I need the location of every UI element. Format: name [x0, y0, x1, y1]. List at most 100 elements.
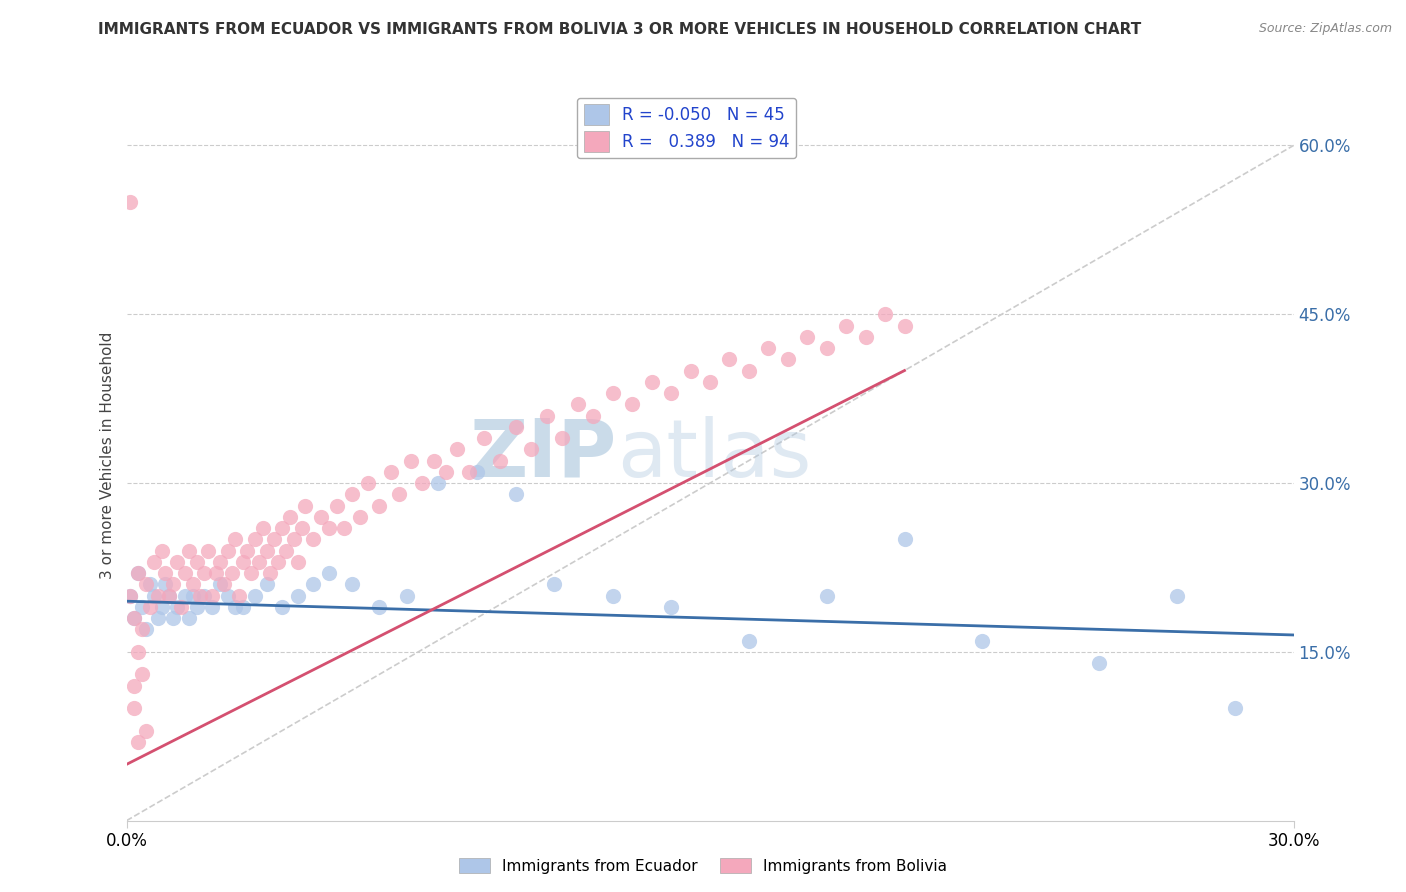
Point — [127, 566, 149, 580]
Point — [536, 409, 558, 423]
Point — [489, 453, 512, 467]
Text: Source: ZipAtlas.com: Source: ZipAtlas.com — [1258, 22, 1392, 36]
Point — [146, 611, 169, 625]
Point — [124, 611, 146, 625]
Point — [217, 543, 239, 558]
Point — [302, 533, 325, 547]
Point — [318, 521, 340, 535]
Point — [243, 533, 266, 547]
Point — [208, 555, 231, 569]
Point — [212, 577, 235, 591]
Point — [679, 363, 702, 377]
Point — [135, 577, 157, 591]
Point — [893, 318, 915, 333]
Point — [602, 386, 624, 401]
Point — [142, 555, 165, 569]
Point — [1088, 656, 1111, 670]
Point — [127, 735, 149, 749]
Point — [815, 589, 838, 603]
Point — [520, 442, 543, 457]
Point — [139, 599, 162, 614]
Point — [201, 589, 224, 603]
Point — [294, 499, 316, 513]
Y-axis label: 3 or more Vehicles in Household: 3 or more Vehicles in Household — [100, 331, 115, 579]
Point — [256, 577, 278, 591]
Point — [357, 476, 380, 491]
Point — [325, 499, 347, 513]
Point — [423, 453, 446, 467]
Point — [186, 555, 208, 569]
Point — [197, 543, 219, 558]
Point — [699, 375, 721, 389]
Point — [411, 476, 433, 491]
Point — [368, 599, 391, 614]
Point — [267, 555, 290, 569]
Point — [602, 589, 624, 603]
Point — [582, 409, 605, 423]
Text: atlas: atlas — [617, 416, 811, 494]
Point — [287, 555, 309, 569]
Point — [835, 318, 858, 333]
Point — [380, 465, 402, 479]
Point — [256, 543, 278, 558]
Point — [543, 577, 565, 591]
Point — [457, 465, 479, 479]
Point — [127, 566, 149, 580]
Point — [224, 599, 246, 614]
Point — [259, 566, 281, 580]
Point — [124, 701, 146, 715]
Point — [349, 509, 371, 524]
Point — [815, 341, 838, 355]
Point — [120, 589, 142, 603]
Point — [263, 533, 285, 547]
Point — [465, 465, 488, 479]
Point — [181, 577, 204, 591]
Point — [302, 577, 325, 591]
Point — [120, 589, 142, 603]
Point — [174, 566, 197, 580]
Point — [177, 543, 200, 558]
Point — [271, 599, 294, 614]
Point — [972, 633, 994, 648]
Point — [318, 566, 340, 580]
Point — [236, 543, 259, 558]
Point — [738, 363, 761, 377]
Point — [252, 521, 274, 535]
Point — [135, 723, 157, 738]
Point — [162, 611, 184, 625]
Point — [205, 566, 228, 580]
Point — [166, 555, 188, 569]
Point — [290, 521, 312, 535]
Legend: R = -0.050   N = 45, R =   0.389   N = 94: R = -0.050 N = 45, R = 0.389 N = 94 — [576, 97, 796, 158]
Text: IMMIGRANTS FROM ECUADOR VS IMMIGRANTS FROM BOLIVIA 3 OR MORE VEHICLES IN HOUSEHO: IMMIGRANTS FROM ECUADOR VS IMMIGRANTS FR… — [98, 22, 1142, 37]
Point — [131, 623, 153, 637]
Point — [174, 589, 197, 603]
Point — [340, 487, 363, 501]
Point — [893, 533, 915, 547]
Point — [177, 611, 200, 625]
Point — [274, 543, 297, 558]
Point — [243, 589, 266, 603]
Point — [240, 566, 263, 580]
Point — [271, 521, 294, 535]
Point — [738, 633, 761, 648]
Point — [150, 543, 173, 558]
Point — [621, 397, 644, 411]
Point — [1166, 589, 1188, 603]
Point — [718, 352, 741, 367]
Point — [155, 577, 177, 591]
Point — [446, 442, 468, 457]
Point — [193, 566, 215, 580]
Point — [181, 589, 204, 603]
Point — [146, 589, 169, 603]
Point — [157, 589, 180, 603]
Point — [278, 509, 301, 524]
Point — [287, 589, 309, 603]
Point — [875, 307, 897, 321]
Point — [190, 589, 212, 603]
Point — [131, 667, 153, 681]
Point — [659, 386, 682, 401]
Point — [309, 509, 332, 524]
Point — [776, 352, 799, 367]
Point — [166, 599, 188, 614]
